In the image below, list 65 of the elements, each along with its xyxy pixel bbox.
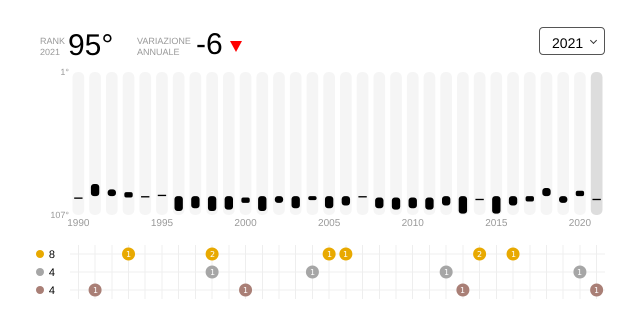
y-tick-label: 1° [60, 67, 70, 78]
x-tick-label: 1990 [67, 218, 90, 229]
bar [72, 72, 84, 215]
bar [256, 72, 268, 215]
bar [106, 72, 118, 215]
data-label: 1 [511, 250, 516, 259]
data-label: 2 [210, 250, 216, 259]
x-tick-label: 2005 [318, 218, 341, 229]
text: 2021 [552, 35, 584, 51]
bar [323, 72, 335, 215]
bar [390, 72, 402, 215]
data-label: 1 [126, 250, 132, 259]
y-tick-label: 4 [48, 284, 55, 297]
x-tick-label: 2015 [485, 218, 508, 229]
bar [356, 72, 368, 215]
data-label: 1 [243, 286, 248, 295]
bar [524, 72, 536, 215]
bar [122, 72, 134, 215]
data-label: 1 [210, 268, 216, 277]
x-tick-label: 1995 [150, 218, 174, 229]
bar [240, 72, 252, 215]
bar [557, 72, 570, 215]
x-tick-label: 2000 [234, 218, 258, 229]
bar [540, 72, 552, 215]
text: 95° [68, 29, 114, 62]
bar [340, 72, 352, 215]
data-label: 1 [93, 286, 98, 295]
bar [574, 72, 586, 215]
bar [190, 72, 202, 215]
bar [273, 72, 285, 215]
text: RANK 2021 [40, 36, 66, 57]
bar [222, 72, 235, 215]
data-label: 1 [310, 268, 316, 277]
y-tick-label: 107° [50, 210, 70, 220]
bar [139, 72, 152, 215]
x-tick-label: 2020 [568, 218, 592, 229]
bar [474, 72, 486, 215]
bar [440, 72, 452, 215]
bar [89, 72, 101, 215]
bar [490, 72, 502, 215]
bar [492, 196, 501, 214]
y-tick-label: 4 [48, 266, 55, 279]
bar [206, 72, 218, 215]
bar [507, 72, 519, 215]
bar [306, 72, 318, 215]
data-label: 2 [477, 250, 482, 259]
bar [590, 72, 602, 215]
bar [457, 72, 469, 215]
bar [406, 72, 419, 215]
bar [172, 72, 185, 215]
y-tick-label: 8 [48, 248, 55, 261]
bar [290, 72, 302, 215]
text: -6 [196, 28, 223, 61]
text: VARIAZIONE ANNUALE [137, 36, 191, 57]
bar [458, 196, 468, 214]
data-label: 1 [343, 250, 348, 259]
bar [156, 72, 168, 215]
bar [373, 72, 386, 215]
data-label: 1 [577, 268, 582, 277]
data-label: 1 [594, 286, 600, 295]
data-label: 1 [327, 250, 332, 259]
data-label: 1 [444, 268, 450, 277]
bar [424, 72, 436, 215]
data-label: 1 [460, 286, 466, 295]
x-tick-label: 2010 [402, 218, 424, 229]
